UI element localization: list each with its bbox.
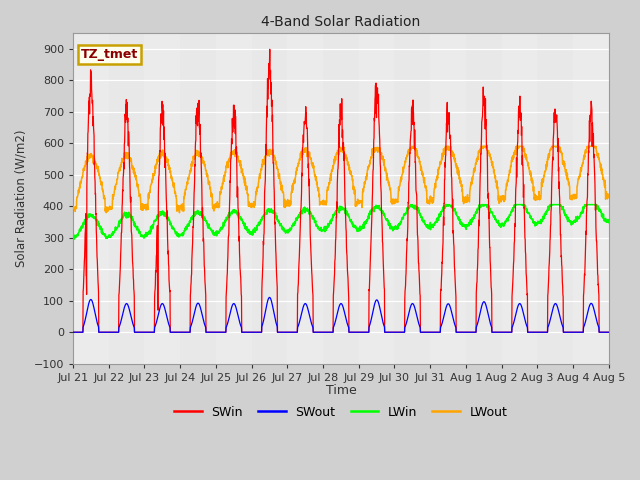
Bar [145,33,180,364]
Bar [573,33,609,364]
Bar [287,33,323,364]
X-axis label: Time: Time [326,384,356,397]
Bar [430,33,466,364]
Bar [502,33,538,364]
Title: 4-Band Solar Radiation: 4-Band Solar Radiation [261,15,420,29]
Bar [73,33,109,364]
Bar [359,33,394,364]
Legend: SWin, SWout, LWin, LWout: SWin, SWout, LWin, LWout [169,401,513,424]
Bar [216,33,252,364]
Text: TZ_tmet: TZ_tmet [81,48,138,61]
Y-axis label: Solar Radiation (W/m2): Solar Radiation (W/m2) [15,130,28,267]
